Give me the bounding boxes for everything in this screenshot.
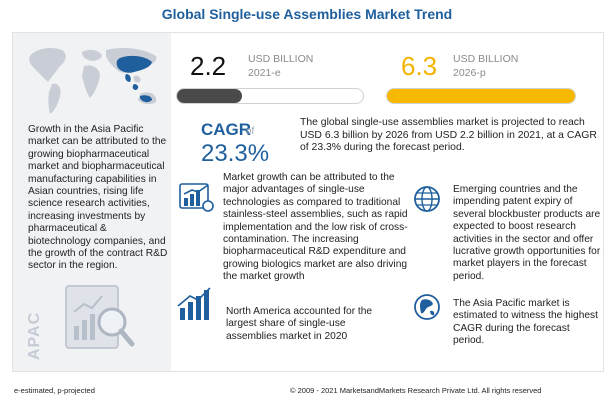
- bar-growth-icon: [177, 287, 211, 320]
- cagr-description: The global single-use assemblies market …: [300, 117, 597, 154]
- cagr-label: CAGR: [201, 120, 252, 139]
- start-bar-fill: [177, 89, 243, 103]
- emerging-countries-text: Emerging countries and the impending pat…: [453, 184, 601, 282]
- growth-text: Market growth can be attributed to the m…: [223, 172, 408, 283]
- end-year: 2026-p: [453, 67, 486, 79]
- start-value: 2.2: [190, 51, 227, 81]
- apac-label: APAC: [26, 311, 43, 360]
- start-year: 2021-e: [248, 67, 281, 79]
- end-unit: USD BILLION: [453, 53, 519, 65]
- world-map-icon: [29, 48, 157, 114]
- north-america-text: North America accounted for the largest …: [226, 306, 373, 342]
- globe-asia-icon: [414, 294, 440, 320]
- footer-copyright: © 2009 - 2021 MarketsandMarkets Research…: [290, 386, 542, 395]
- end-value: 6.3: [401, 51, 438, 81]
- end-bar-fill: [387, 89, 575, 103]
- footer-legend: e-estimated, p-projected: [14, 386, 95, 395]
- end-bar-track: [386, 88, 576, 104]
- start-unit: USD BILLION: [248, 53, 314, 65]
- apac-growth-text: Growth in the Asia Pacific market can be…: [28, 124, 168, 272]
- cagr-value: 23.3%: [201, 140, 270, 167]
- growth-chart-icon: [179, 183, 214, 212]
- analytics-magnifier-icon: [65, 285, 135, 349]
- page-title: Global Single-use Assemblies Market Tren…: [161, 6, 453, 22]
- start-bar-track: [176, 88, 364, 104]
- asia-pacific-text: The Asia Pacific market is estimated to …: [453, 298, 598, 347]
- cagr-of: of: [246, 126, 255, 137]
- globe-icon: [414, 186, 440, 212]
- apac-label-wrap: APAC: [26, 312, 74, 378]
